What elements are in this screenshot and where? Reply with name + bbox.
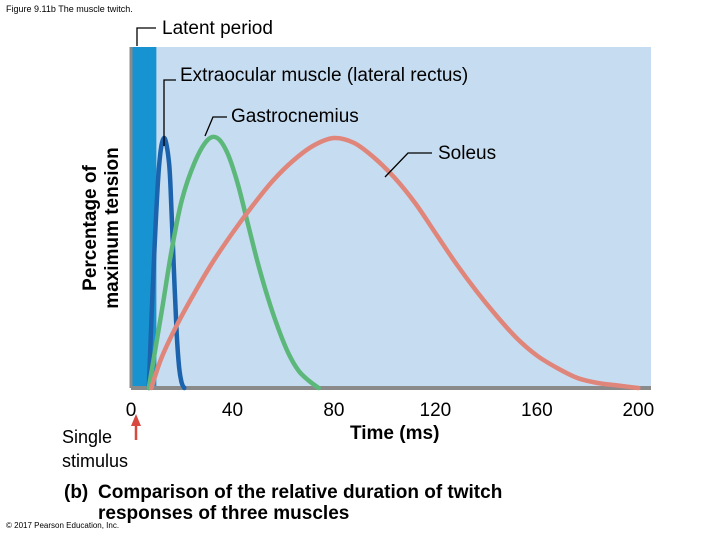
- latent-period-leader: [136, 27, 156, 46]
- series-label-soleus: Soleus: [438, 143, 496, 164]
- x-axis-title: Time (ms): [350, 423, 439, 444]
- y-axis-title-line-2: maximum tension: [102, 147, 123, 309]
- series-line-gastrocnemius: [146, 134, 321, 391]
- extraocular-leader: [163, 79, 176, 146]
- x-tick-label-40: 40: [222, 400, 243, 421]
- series-line-soleus: [149, 135, 641, 391]
- x-tick-label-80: 80: [323, 400, 344, 421]
- x-tick-label-160: 160: [521, 400, 553, 421]
- caption-line-2: responses of three muscles: [98, 503, 349, 524]
- stimulus-arrow: [131, 414, 141, 440]
- y-axis-title: Percentage of maximum tension: [80, 147, 123, 309]
- x-tick-label-200: 200: [622, 400, 654, 421]
- latent-period-label: Latent period: [162, 18, 273, 39]
- plot-background: [131, 47, 651, 388]
- caption-letter: (b): [64, 482, 88, 503]
- y-axis-title-line-1: Percentage of: [80, 165, 101, 291]
- soleus-leader: [384, 152, 432, 178]
- caption-line-1: Comparison of the relative duration of t…: [98, 482, 502, 503]
- x-tick-label-120: 120: [420, 400, 452, 421]
- series-line-extraocular: [146, 135, 187, 391]
- gastrocnemius-leader: [204, 116, 227, 137]
- series-label-extraocular: Extraocular muscle (lateral rectus): [180, 65, 468, 86]
- series-label-gastrocnemius: Gastrocnemius: [231, 106, 359, 127]
- copyright: © 2017 Pearson Education, Inc.: [6, 521, 120, 530]
- figure-label: Figure 9.11b The muscle twitch.: [6, 4, 133, 14]
- stimulus-label-line-2: stimulus: [62, 451, 128, 471]
- x-tick-label-0: 0: [126, 400, 137, 421]
- stimulus-label-line-1: Single: [62, 427, 112, 447]
